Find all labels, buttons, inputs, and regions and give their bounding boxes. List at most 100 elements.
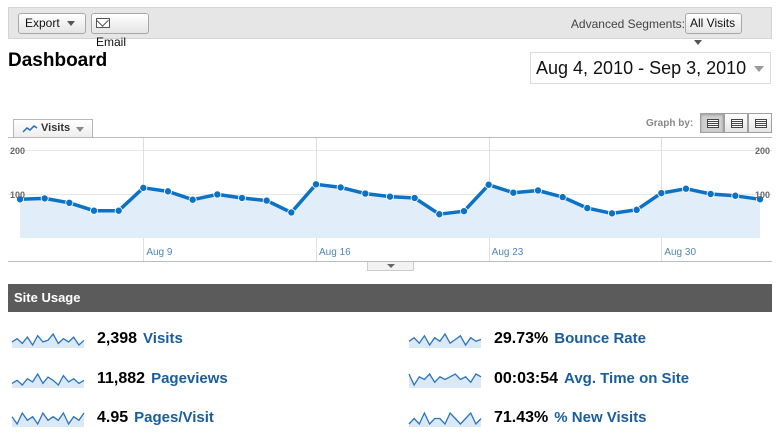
sparkline xyxy=(11,372,85,388)
metric-value: 11,882 Pageviews xyxy=(97,370,228,387)
graph-by-label: Graph by: xyxy=(646,118,694,129)
chevron-down-icon xyxy=(66,21,75,27)
data-point xyxy=(558,193,567,202)
data-point xyxy=(139,183,148,192)
data-point xyxy=(213,190,222,199)
list-icon xyxy=(707,119,719,128)
sparkline-area xyxy=(12,374,84,388)
y-tick-label-left: 200 xyxy=(10,146,25,156)
sparkline xyxy=(11,332,85,348)
sparkline-line xyxy=(11,332,85,347)
sparkline xyxy=(408,372,482,388)
data-point xyxy=(459,207,468,216)
visits-chart: 200 200 100 100 Aug 9 Aug 16 Aug 23 Aug 30 xyxy=(8,137,772,262)
list-icon xyxy=(731,119,743,128)
data-point xyxy=(361,189,370,198)
graph-by-day-button[interactable] xyxy=(700,113,724,133)
data-point xyxy=(756,195,765,204)
sparkline-area xyxy=(12,334,84,348)
data-point xyxy=(90,206,99,215)
x-tick-label: Aug 16 xyxy=(319,247,351,258)
x-tick-label: Aug 30 xyxy=(664,247,696,258)
line-chart-icon xyxy=(22,125,38,133)
visits-area xyxy=(20,184,760,238)
segments-value: All Visits xyxy=(690,16,736,30)
data-point xyxy=(509,188,518,197)
date-range-picker[interactable]: Aug 4, 2010 - Sep 3, 2010 xyxy=(530,52,771,84)
chevron-down-icon xyxy=(76,127,84,132)
metric-label-link[interactable]: Avg. Time on Site xyxy=(564,370,690,387)
sparkline-line xyxy=(408,411,482,426)
data-point xyxy=(410,193,419,202)
site-usage-metric: 2,398 Visits xyxy=(11,327,371,351)
metric-label-link[interactable]: Pageviews xyxy=(151,370,228,387)
metric-value: 71.43%% New Visits xyxy=(494,409,647,426)
site-usage-metric: 11,882 Pageviews xyxy=(11,367,371,391)
collapse-chart-toggle[interactable] xyxy=(367,262,414,271)
graph-by-month-button[interactable] xyxy=(748,113,772,133)
data-point xyxy=(706,190,715,199)
data-point xyxy=(287,208,296,217)
y-tick-label-right: 100 xyxy=(755,190,770,200)
y-tick-label-left: 100 xyxy=(10,190,25,200)
sparkline-area xyxy=(409,413,481,427)
x-tick-label: Aug 23 xyxy=(492,247,524,258)
page-title: Dashboard xyxy=(8,50,108,71)
chevron-down-icon xyxy=(754,66,764,72)
data-point xyxy=(336,183,345,192)
email-label: Email xyxy=(96,35,127,49)
data-point xyxy=(534,186,543,195)
site-usage-metric: 00:03:54 Avg. Time on Site xyxy=(408,367,768,391)
data-point xyxy=(435,210,444,219)
metric-tab-label: Visits xyxy=(41,122,71,134)
metric-value: 2,398 Visits xyxy=(97,330,183,347)
export-label: Export xyxy=(25,16,60,30)
x-tick-label: Aug 9 xyxy=(146,247,173,258)
data-point xyxy=(583,204,592,213)
data-point xyxy=(731,191,740,200)
data-point xyxy=(632,205,641,214)
sparkline xyxy=(11,411,85,427)
data-point xyxy=(15,195,24,204)
export-button[interactable]: Export xyxy=(18,13,86,34)
envelope-icon xyxy=(96,17,110,28)
data-point xyxy=(657,189,666,198)
data-point xyxy=(262,196,271,205)
advanced-segments-select[interactable]: All Visits xyxy=(685,13,742,46)
list-icon xyxy=(755,119,767,128)
toolbar: Export Email Advanced Segments: All Visi… xyxy=(8,7,772,49)
data-point xyxy=(114,206,123,215)
data-point xyxy=(608,209,617,218)
metric-label-link[interactable]: Visits xyxy=(143,330,183,347)
site-usage-header: Site Usage xyxy=(8,284,772,312)
metric-value: 29.73% Bounce Rate xyxy=(494,330,646,347)
site-usage-metric: 29.73% Bounce Rate xyxy=(408,327,768,351)
sparkline-line xyxy=(408,372,482,387)
metric-value: 00:03:54 Avg. Time on Site xyxy=(494,370,690,387)
sparkline-area xyxy=(409,334,481,348)
data-point xyxy=(188,195,197,204)
email-button[interactable]: Email xyxy=(91,13,149,49)
data-point xyxy=(65,198,74,207)
site-usage-metric: 71.43%% New Visits xyxy=(408,406,768,430)
metric-label-link[interactable]: Bounce Rate xyxy=(554,330,646,347)
y-tick-label-right: 200 xyxy=(755,146,770,156)
data-point xyxy=(163,187,172,196)
chevron-down-icon xyxy=(694,40,702,46)
data-point xyxy=(682,184,691,193)
metric-label-link[interactable]: Pages/Visit xyxy=(134,409,214,426)
sparkline-line xyxy=(11,411,85,426)
metric-selector-tab[interactable]: Visits xyxy=(13,119,93,138)
advanced-segments-label: Advanced Segments: xyxy=(570,17,685,31)
date-range-text: Aug 4, 2010 - Sep 3, 2010 xyxy=(536,58,747,78)
data-point xyxy=(237,193,246,202)
sparkline-line xyxy=(408,332,482,347)
metric-label-link[interactable]: % New Visits xyxy=(554,409,647,426)
chevron-down-icon xyxy=(387,264,395,268)
metric-value: 4.95 Pages/Visit xyxy=(97,409,214,426)
data-point xyxy=(311,180,320,189)
graph-by-week-button[interactable] xyxy=(724,113,748,133)
data-point xyxy=(40,194,49,203)
sparkline-line xyxy=(11,372,85,387)
site-usage-metric: 4.95 Pages/Visit xyxy=(11,406,371,430)
